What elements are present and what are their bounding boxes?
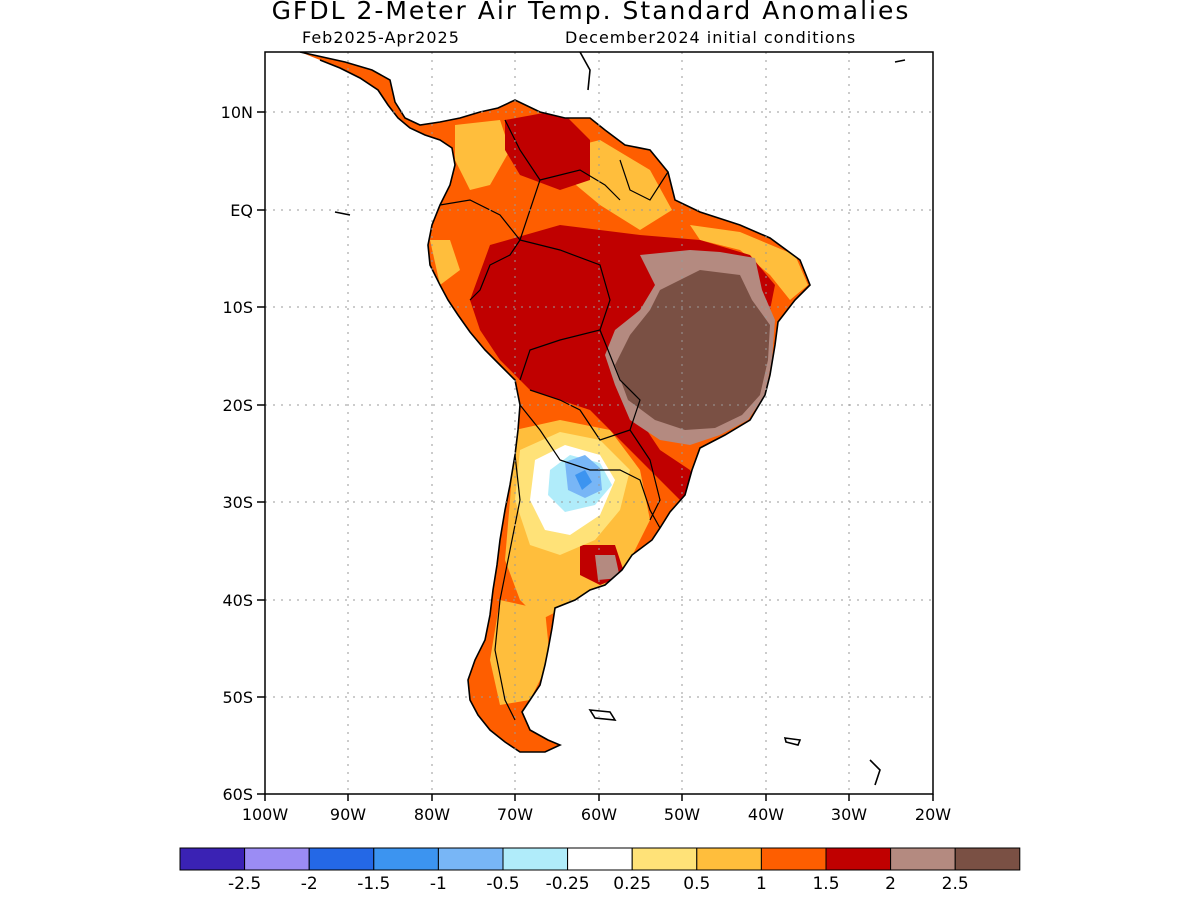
colorbar-label: -1	[430, 874, 447, 894]
colorbar-label: 0.5	[683, 874, 710, 894]
country-borders	[439, 119, 669, 721]
lat-label: 50S	[222, 688, 253, 707]
lat-label: 60S	[222, 785, 253, 804]
colorbar-swatch	[373, 847, 439, 871]
colorbar-swatch	[244, 847, 310, 871]
colorbar-label: -1.5	[357, 874, 390, 894]
lon-label: 100W	[242, 805, 289, 824]
lon-label: 60W	[581, 805, 617, 824]
lat-label: 10N	[221, 103, 253, 122]
lat-label: 10S	[222, 298, 253, 317]
lat-label: 20S	[222, 396, 253, 415]
colorbar-label: -0.5	[486, 874, 519, 894]
longitude-labels: 100W 90W 80W 70W 60W 50W 40W 30W 20W	[242, 805, 951, 824]
lat-label: 30S	[222, 493, 253, 512]
lon-label: 40W	[748, 805, 784, 824]
colorbar-swatch	[890, 847, 956, 871]
colorbar-swatch	[437, 847, 504, 871]
colorbar-label: 2	[885, 874, 896, 894]
latitude-labels: 10N EQ 10S 20S 30S 40S 50S 60S	[221, 103, 253, 804]
initial-conditions: December2024 initial conditions	[565, 28, 857, 47]
lon-label: 50W	[664, 805, 700, 824]
lon-label: 80W	[414, 805, 450, 824]
colorbar: -2.5 -2 -1.5 -1 -0.5 -0.25 0.25 0.5 1 1.…	[179, 847, 1021, 894]
colorbar-label: -2.5	[228, 874, 261, 894]
lon-label: 20W	[915, 805, 951, 824]
anomaly-shading	[300, 52, 810, 752]
colorbar-swatch	[760, 847, 827, 871]
colorbar-swatch	[631, 847, 698, 871]
colorbar-swatch	[954, 847, 1021, 871]
colorbar-swatch	[308, 847, 375, 871]
coastlines	[299, 52, 906, 786]
colorbar-label: 2.5	[942, 874, 969, 894]
lon-label: 90W	[330, 805, 366, 824]
forecast-period: Feb2025-Apr2025	[302, 28, 460, 47]
colorbar-label: -0.25	[546, 874, 590, 894]
colorbar-swatch	[825, 847, 892, 871]
colorbar-label: 0.25	[613, 874, 651, 894]
lat-label: 40S	[222, 591, 253, 610]
colorbar-swatch	[696, 847, 762, 871]
latitude-axis	[257, 111, 265, 795]
longitude-axis	[264, 794, 934, 801]
lon-label: 70W	[497, 805, 533, 824]
colorbar-swatch	[567, 847, 633, 871]
lon-label: 30W	[831, 805, 867, 824]
chart-title: GFDL 2-Meter Air Temp. Standard Anomalie…	[271, 0, 911, 25]
lat-label: EQ	[230, 201, 253, 220]
colorbar-swatch	[179, 847, 246, 871]
colorbar-label: 1	[756, 874, 767, 894]
colorbar-label: -2	[301, 874, 318, 894]
colorbar-label: 1.5	[812, 874, 839, 894]
colorbar-swatch	[502, 847, 569, 871]
